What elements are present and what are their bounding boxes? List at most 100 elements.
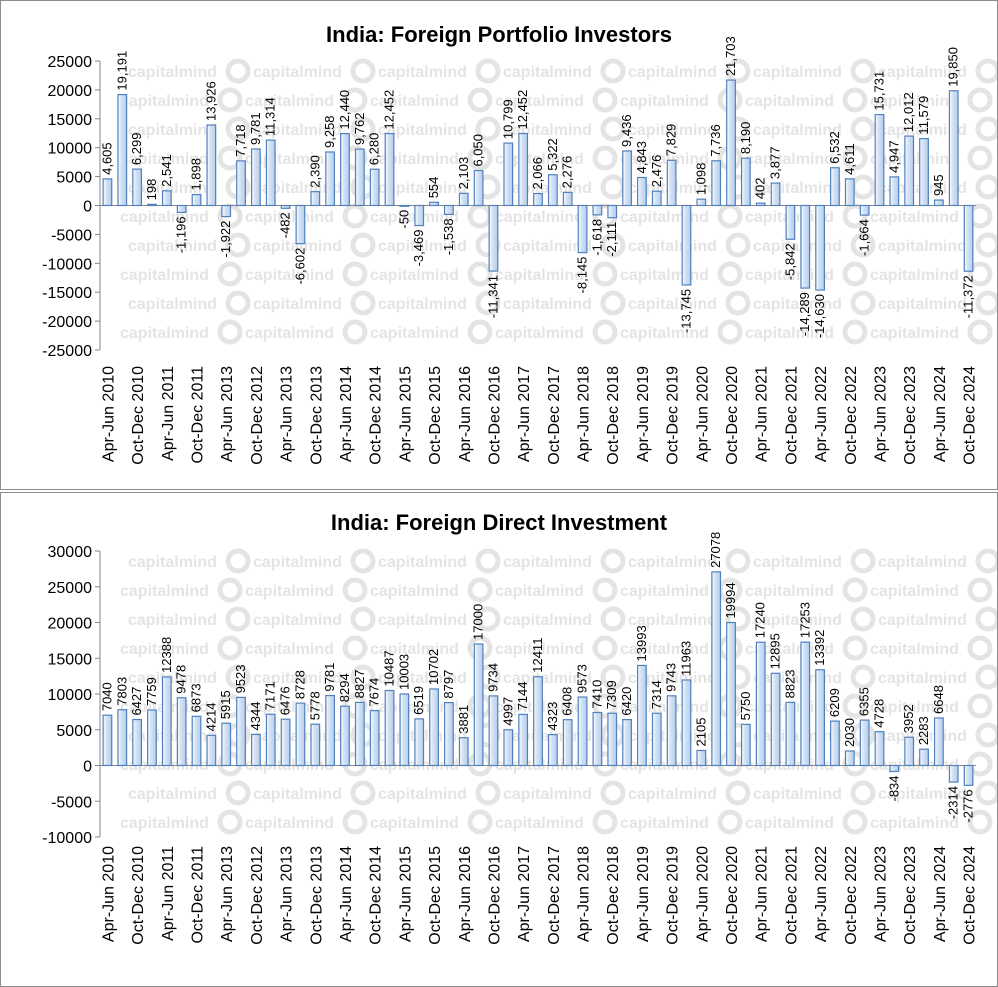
watermark-logo-icon — [217, 809, 243, 835]
x-tick-label: Apr-Jun 2013 — [219, 366, 236, 462]
watermark-text: capitalmind — [245, 699, 334, 716]
watermark-logo-icon — [217, 635, 243, 661]
x-tick-label: Oct-Dec 2015 — [427, 366, 444, 465]
watermark-logo-icon — [342, 577, 368, 603]
watermark-logo-icon — [842, 319, 868, 345]
watermark-text: capitalmind — [495, 151, 584, 168]
watermark-logo-icon — [600, 290, 626, 316]
y-tick-label: -10000 — [42, 830, 92, 847]
data-label: 7,829 — [664, 124, 679, 157]
y-tick-label: 5000 — [56, 170, 92, 187]
watermark-logo-icon — [475, 116, 501, 142]
watermark-text: capitalmind — [370, 325, 459, 342]
watermark-text: capitalmind — [878, 786, 967, 803]
watermark-text: capitalmind — [495, 93, 584, 110]
data-label: 4214 — [203, 702, 218, 731]
bar — [325, 694, 336, 767]
data-label: -1,538 — [441, 218, 456, 255]
bar — [265, 139, 276, 207]
watermark-logo-icon — [342, 203, 368, 229]
data-label: 21,703 — [723, 36, 738, 76]
bar — [102, 178, 113, 207]
watermark-text: capitalmind — [620, 325, 709, 342]
bar — [711, 571, 722, 767]
watermark-text: capitalmind — [753, 122, 842, 139]
data-label: -1,618 — [589, 219, 604, 256]
watermark-logo-icon — [225, 548, 251, 574]
watermark-text: capitalmind — [870, 641, 959, 658]
data-label: -50 — [396, 210, 411, 229]
watermark-logo-icon — [592, 693, 618, 719]
data-label: 19994 — [723, 582, 738, 618]
watermark-logo-icon — [592, 87, 618, 113]
watermark-text: capitalmind — [620, 267, 709, 284]
bar — [919, 137, 929, 207]
y-tick-label: 15000 — [48, 651, 93, 668]
data-label: 4,605 — [99, 142, 114, 175]
data-label: 9,781 — [248, 112, 263, 145]
data-label: 10487 — [382, 650, 397, 686]
data-label: 6,050 — [471, 134, 486, 167]
watermark-logo-icon — [850, 290, 876, 316]
x-tick-label: Oct-Dec 2010 — [130, 366, 147, 465]
watermark-text: capitalmind — [370, 641, 459, 658]
bar — [785, 204, 796, 240]
data-label: 7674 — [367, 678, 382, 707]
watermark-text: capitalmind — [620, 583, 709, 600]
watermark-logo-icon — [967, 261, 993, 287]
bar — [726, 79, 736, 207]
bar — [800, 641, 811, 767]
bar — [830, 720, 840, 767]
x-tick-label: Oct-Dec 2021 — [783, 366, 800, 465]
watermark-text: capitalmind — [128, 180, 217, 197]
watermark-logo-icon — [225, 116, 251, 142]
watermark-text: capitalmind — [378, 612, 467, 629]
x-tick-label: Oct-Dec 2021 — [783, 846, 800, 945]
data-label: 8294 — [337, 673, 352, 702]
data-label: -1,664 — [857, 219, 872, 256]
data-label: 12895 — [768, 633, 783, 669]
watermark-text: capitalmind — [503, 612, 592, 629]
watermark-text: capitalmind — [128, 122, 217, 139]
bar — [637, 176, 647, 207]
bar — [473, 169, 484, 207]
watermark-text: capitalmind — [628, 296, 717, 313]
x-tick-label: Apr-Jun 2013 — [279, 846, 296, 942]
bar — [859, 204, 870, 216]
bar — [236, 696, 246, 767]
watermark-text: capitalmind — [495, 641, 584, 658]
bar — [265, 713, 276, 767]
watermark-logo-icon — [842, 145, 868, 171]
bar — [577, 696, 588, 767]
watermark-logo-icon — [975, 290, 997, 316]
watermark-text: capitalmind — [870, 267, 959, 284]
watermark-text: capitalmind — [120, 267, 209, 284]
watermark-text: capitalmind — [753, 728, 842, 745]
data-label: 4,947 — [886, 140, 901, 173]
data-label: 4728 — [871, 699, 886, 728]
bar — [384, 132, 395, 207]
watermark-text: capitalmind — [878, 728, 967, 745]
watermark-text: capitalmind — [620, 93, 709, 110]
bar — [295, 204, 306, 245]
watermark-logo-icon — [592, 577, 618, 603]
watermark-text: capitalmind — [370, 93, 459, 110]
bar — [844, 750, 855, 767]
bar — [503, 729, 514, 767]
data-label: 11,579 — [916, 96, 931, 135]
watermark-text: capitalmind — [245, 209, 334, 226]
watermark-text: capitalmind — [753, 296, 842, 313]
watermark-text: capitalmind — [878, 612, 967, 629]
data-label: -14,289 — [797, 292, 812, 336]
watermark-text: capitalmind — [253, 64, 342, 81]
watermark-logo-icon — [217, 87, 243, 113]
bar — [577, 204, 588, 254]
watermark-text: capitalmind — [370, 151, 459, 168]
watermark-text: capitalmind — [745, 815, 834, 832]
bar — [637, 664, 647, 767]
bar — [681, 204, 692, 286]
watermark-text: capitalmind — [120, 209, 209, 226]
bar — [785, 701, 796, 767]
watermark-text: capitalmind — [503, 670, 592, 687]
watermark-logo-icon — [600, 232, 626, 258]
